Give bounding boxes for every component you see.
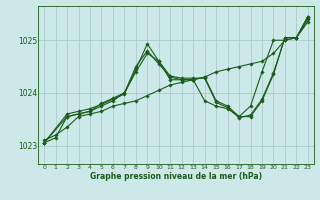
X-axis label: Graphe pression niveau de la mer (hPa): Graphe pression niveau de la mer (hPa) [90,172,262,181]
